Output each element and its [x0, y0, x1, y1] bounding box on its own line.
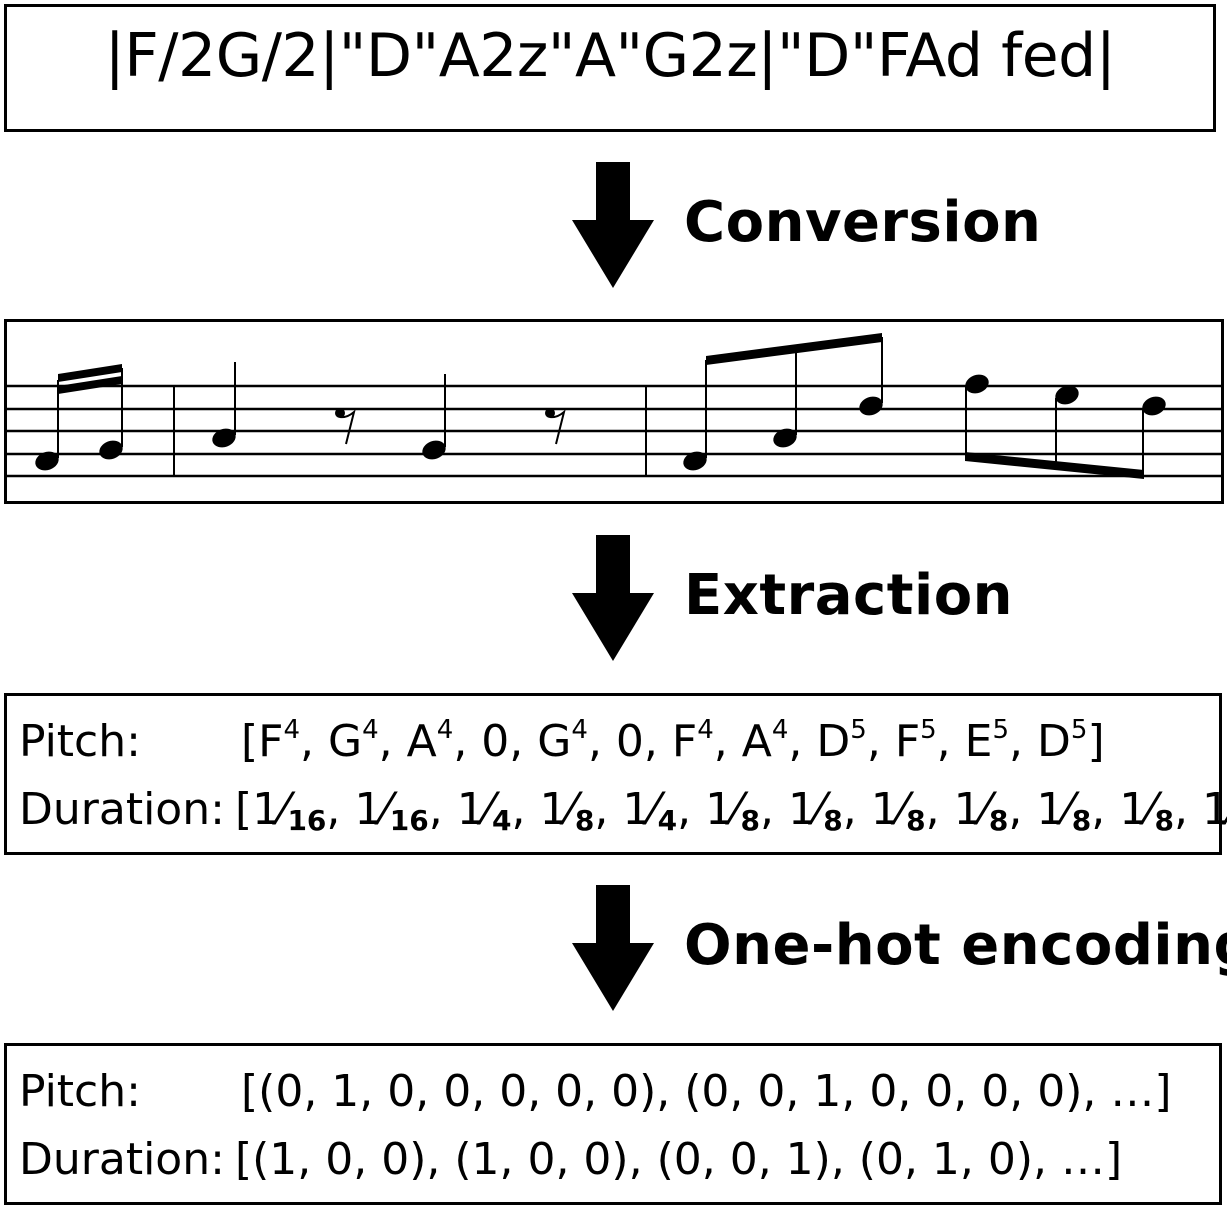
duration-token: 1⁄4 [622, 784, 678, 837]
note-D5 [1142, 396, 1166, 416]
down-arrow-icon [596, 885, 630, 945]
octave-number: 4 [771, 715, 789, 745]
abc-notation-text: |F/2G/2|"D"A2z"A"G2z|"D"FAd fed| [104, 21, 1116, 91]
duration-token: 1⁄16 [252, 784, 327, 837]
pitch-token: F5 [894, 715, 937, 767]
pitch-vectors: [(0, 1, 0, 0, 0, 0, 0), (0, 0, 1, 0, 0, … [241, 1066, 1172, 1117]
note-F4 [683, 451, 707, 471]
one-hot-duration-row: Duration: [(1, 0, 0), (1, 0, 0), (0, 0, 1… [19, 1134, 1122, 1185]
extraction-label: Extraction [684, 563, 1014, 628]
duration-denominator: 8 [740, 804, 760, 837]
note-A4 [212, 428, 236, 448]
pitch-token: E5 [964, 715, 1010, 767]
pitch-token: A4 [741, 715, 789, 767]
one-hot-label: One-hot encoding [684, 913, 1227, 978]
octave-number: 4 [362, 715, 379, 745]
down-arrow-head [572, 943, 654, 1011]
pitch-token: G4 [328, 715, 379, 767]
duration-token: 1⁄8 [1036, 784, 1092, 837]
duration-denominator: 8 [906, 804, 926, 837]
sheet-music-box [4, 319, 1224, 504]
duration-denominator: 8 [823, 804, 843, 837]
octave-number: 5 [992, 715, 1010, 745]
note-G4 [422, 440, 446, 460]
octave-number: 5 [850, 715, 867, 745]
beam [965, 452, 1144, 479]
note-F5 [965, 374, 989, 394]
duration-denominator: 8 [574, 804, 595, 837]
duration-token: 1⁄8 [705, 784, 760, 837]
duration-denominator: 8 [1071, 804, 1092, 837]
extraction-box: Pitch: [F4, G4, A4, 0, G4, 0, F4, A4, D5,… [4, 693, 1227, 855]
down-arrow-head [572, 220, 654, 288]
note-F4 [35, 451, 59, 471]
beam [58, 376, 122, 394]
note-E5 [1055, 385, 1079, 405]
duration-token: 1⁄8 [953, 784, 1009, 837]
pitch-row: Pitch: [F4, G4, A4, 0, G4, 0, F4, A4, D5,… [19, 716, 1105, 767]
one-hot-box: Pitch: [(0, 1, 0, 0, 0, 0, 0), (0, 0, 1, … [4, 1043, 1222, 1205]
pitch-token: F4 [671, 715, 714, 767]
octave-number: 5 [1070, 715, 1088, 745]
abc-notation-box: |F/2G/2|"D"A2z"A"G2z|"D"FAd fed| [4, 4, 1216, 132]
duration-denominator: 4 [657, 804, 678, 837]
beam [58, 364, 122, 382]
pitch-label: Pitch: [19, 716, 141, 767]
duration-vectors: [(1, 0, 0), (1, 0, 0), (0, 0, 1), (0, 1,… [234, 1134, 1123, 1185]
octave-number: 4 [436, 715, 454, 745]
pitch-token: F4 [258, 715, 301, 767]
duration-denominator: 4 [492, 804, 512, 837]
duration-label: Duration: [19, 1134, 225, 1185]
down-arrow-icon [596, 162, 630, 222]
duration-token: 1⁄4 [456, 784, 512, 837]
duration-token: 1⁄8 [870, 784, 926, 837]
duration-row: Duration: [1⁄16, 1⁄16, 1⁄4, 1⁄8, 1⁄4, 1⁄8… [19, 784, 1227, 835]
pitch-token: G4 [537, 715, 588, 767]
pitch-token: D5 [1037, 715, 1088, 767]
octave-number: 4 [697, 715, 714, 745]
duration-denominator: 16 [389, 804, 429, 837]
pitch-list: [F4, G4, A4, 0, G4, 0, F4, A4, D5, F5, E… [241, 715, 1105, 767]
down-arrow-head [572, 593, 654, 661]
conversion-label: Conversion [684, 190, 1042, 255]
one-hot-pitch-row: Pitch: [(0, 1, 0, 0, 0, 0, 0), (0, 0, 1, … [19, 1066, 1172, 1117]
pitch-token: A4 [406, 715, 454, 767]
duration-denominator: 16 [287, 804, 327, 837]
pitch-token: 0 [615, 716, 644, 767]
note-G4 [99, 440, 123, 460]
duration-token: 1⁄8 [787, 784, 843, 837]
duration-denominator: 8 [988, 804, 1009, 837]
beam [706, 333, 882, 365]
down-arrow-icon [596, 535, 630, 595]
duration-token: 1⁄8 [1202, 784, 1227, 835]
duration-list: [1⁄16, 1⁄16, 1⁄4, 1⁄8, 1⁄4, 1⁄8, 1⁄8, 1⁄… [235, 784, 1227, 835]
sheet-music [7, 333, 1221, 479]
duration-denominator: 8 [1154, 804, 1175, 837]
pitch-label: Pitch: [19, 1066, 141, 1117]
pitch-token: 0 [481, 716, 510, 767]
duration-token: 1⁄8 [1119, 784, 1175, 837]
duration-token: 1⁄8 [539, 784, 595, 837]
duration-token: 1⁄16 [354, 784, 429, 837]
eighth-rest-icon [545, 408, 566, 445]
note-D5 [859, 396, 883, 416]
pitch-token: D5 [816, 715, 867, 767]
eighth-rest-icon [335, 408, 356, 445]
duration-label: Duration: [19, 784, 225, 835]
octave-number: 5 [920, 715, 937, 745]
octave-number: 4 [571, 715, 588, 745]
note-A4 [773, 428, 797, 448]
octave-number: 4 [283, 715, 301, 745]
